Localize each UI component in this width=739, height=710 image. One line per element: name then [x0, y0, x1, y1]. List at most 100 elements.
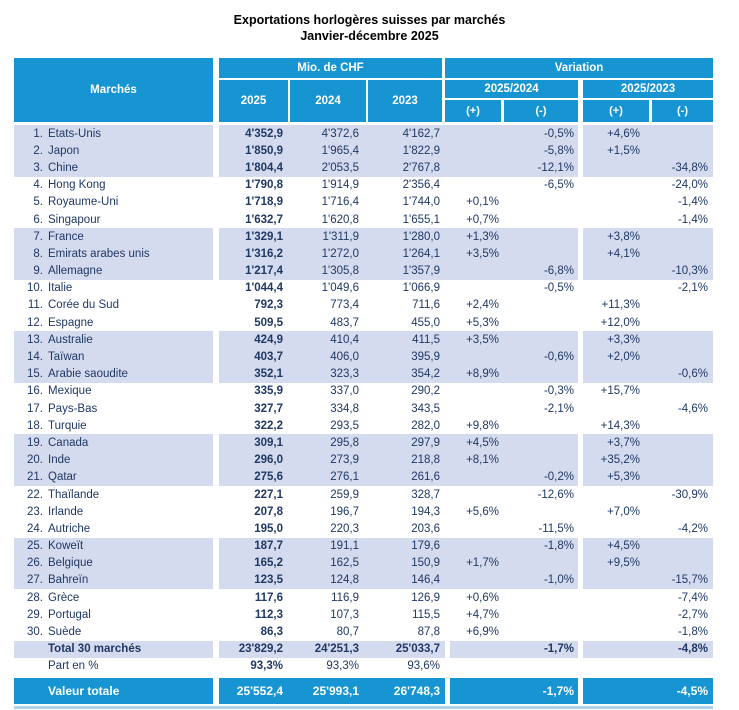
- column-gap: [213, 571, 219, 590]
- value-2023: 1'280,0: [368, 228, 445, 246]
- column-gap: [213, 678, 219, 704]
- value-2024: 1'914,9: [290, 176, 368, 194]
- variation-2025-2023-plus: +9,5%: [583, 554, 652, 572]
- variation-2025-2023-plus: [583, 520, 652, 538]
- market-name: Taïwan: [48, 351, 85, 364]
- column-header-2025: 2025: [219, 80, 290, 122]
- variation-2025-2023-plus: +15,7%: [583, 382, 652, 400]
- market-name: Allemagne: [48, 265, 103, 278]
- variation-2025-2024-plus: +8,9%: [445, 365, 504, 383]
- column-gap: [578, 657, 583, 675]
- variation-2025-2023-minus: -10,3%: [652, 262, 713, 280]
- value-2023: 282,0: [368, 417, 445, 435]
- variation-2025-2023-plus: +2,0%: [583, 348, 652, 366]
- value-2023: 4'162,7: [368, 125, 445, 143]
- value-2023: 87,8: [368, 623, 445, 641]
- variation-2025-2024-plus: +5,6%: [445, 503, 504, 521]
- value-2023: 343,5: [368, 400, 445, 418]
- value-2024: 1'305,8: [290, 262, 368, 280]
- table-row: 12. Espagne 509,5 483,7 455,0 +5,3% +12,…: [14, 314, 713, 332]
- market-name: Qatar: [48, 471, 77, 484]
- value-2025: 1'044,4: [219, 279, 290, 297]
- column-gap: [578, 331, 583, 349]
- column-gap: [578, 210, 583, 229]
- value-2023: 126,9: [368, 589, 445, 607]
- market-name: Royaume-Uni: [48, 196, 119, 209]
- variation-2025-2024-minus: -5,8%: [504, 142, 578, 160]
- market-name: Japon: [48, 144, 80, 157]
- market-rank: 19.: [27, 436, 43, 449]
- column-gap: [578, 571, 583, 590]
- table-row: 28. Grèce 117,6 116,9 126,9 +0,6% -7,4%: [14, 589, 713, 607]
- total-2023: 25'033,7: [368, 640, 445, 658]
- variation-2025-2023-plus: +3,7%: [583, 434, 652, 452]
- market-name-cell: 23. Irlande: [14, 503, 213, 521]
- value-2024: 259,9: [290, 485, 368, 504]
- column-gap: [578, 245, 583, 263]
- variation-2025-2024-minus: -0,6%: [504, 348, 578, 366]
- title-line-1: Exportations horlogères suisses par marc…: [233, 13, 506, 27]
- market-name-cell: 11. Corée du Sud: [14, 296, 213, 315]
- value-2024: 295,8: [290, 434, 368, 452]
- value-2025: 352,1: [219, 365, 290, 383]
- column-header-markets: Marchés: [14, 58, 213, 122]
- market-name-cell: 16. Mexique: [14, 382, 213, 400]
- title-line-2: Janvier-décembre 2025: [300, 29, 439, 43]
- value-2025: 335,9: [219, 382, 290, 400]
- variation-2025-2023-minus: [652, 348, 713, 366]
- variation-2025-2024-plus: [445, 125, 504, 143]
- value-2023: 711,6: [368, 296, 445, 315]
- value-2025: 195,0: [219, 520, 290, 538]
- market-rank: 17.: [27, 402, 43, 415]
- market-name: Mexique: [48, 385, 92, 398]
- table-row: 23. Irlande 207,8 196,7 194,3 +5,6% +7,0…: [14, 503, 713, 521]
- value-2024: 80,7: [290, 623, 368, 641]
- market-name: Etats-Unis: [48, 127, 102, 140]
- variation-2025-2023-minus: [652, 554, 713, 572]
- variation-2025-2023-minus: -7,4%: [652, 589, 713, 607]
- market-rank: 30.: [27, 626, 43, 639]
- total-variation-2025-2023: -4,8%: [583, 640, 713, 658]
- market-name: Arabie saoudite: [48, 368, 128, 381]
- table-row: 3. Chine 1'804,4 2'053,5 2'767,8 -12,1% …: [14, 159, 713, 177]
- variation-2025-2024-minus: [504, 296, 578, 315]
- variation-2025-2023-plus: +5,3%: [583, 468, 652, 486]
- value-2024: 1'272,0: [290, 245, 368, 263]
- column-gap: [578, 400, 583, 418]
- variation-2025-2023-plus: +3,8%: [583, 228, 652, 246]
- column-gap: [213, 296, 219, 315]
- variation-2025-2024-minus: [504, 503, 578, 521]
- column-gap: [213, 623, 219, 641]
- value-2025: 275,6: [219, 468, 290, 486]
- value-2025: 4'352,9: [219, 125, 290, 143]
- value-2025: 187,7: [219, 537, 290, 555]
- column-gap: [578, 537, 583, 555]
- table-row: 15. Arabie saoudite 352,1 323,3 354,2 +8…: [14, 365, 713, 383]
- market-name-cell: 13. Australie: [14, 331, 213, 349]
- market-name: Portugal: [48, 608, 91, 621]
- column-gap: [213, 176, 219, 194]
- market-rank: 23.: [27, 505, 43, 518]
- market-name: Pays-Bas: [48, 402, 98, 415]
- market-name-cell: 7. France: [14, 228, 213, 246]
- market-name: Suède: [48, 626, 82, 639]
- table-row: 14. Taïwan 403,7 406,0 395,9 -0,6% +2,0%: [14, 348, 713, 366]
- market-rank: 5.: [33, 196, 43, 209]
- variation-2025-2023-minus: -4,2%: [652, 520, 713, 538]
- market-name-cell: 27. Bahreïn: [14, 571, 213, 590]
- column-header-2023: 2023: [368, 80, 445, 122]
- value-2023: 1'822,9: [368, 142, 445, 160]
- variation-2025-2024-plus: [445, 279, 504, 297]
- variation-2025-2023-plus: [583, 606, 652, 624]
- market-name-cell: 26. Belgique: [14, 554, 213, 572]
- column-gap: [578, 485, 583, 504]
- column-gap: [213, 640, 219, 658]
- column-group-mio-chf: Mio. de CHF: [219, 58, 445, 80]
- column-gap: [213, 262, 219, 280]
- column-gap: [213, 228, 219, 246]
- market-name: Singapour: [48, 213, 101, 226]
- column-gap: [578, 678, 583, 704]
- market-name-cell: 1. Etats-Unis: [14, 125, 213, 143]
- market-name: Emirats arabes unis: [48, 247, 150, 260]
- column-header-minus-2023: (-): [652, 100, 713, 122]
